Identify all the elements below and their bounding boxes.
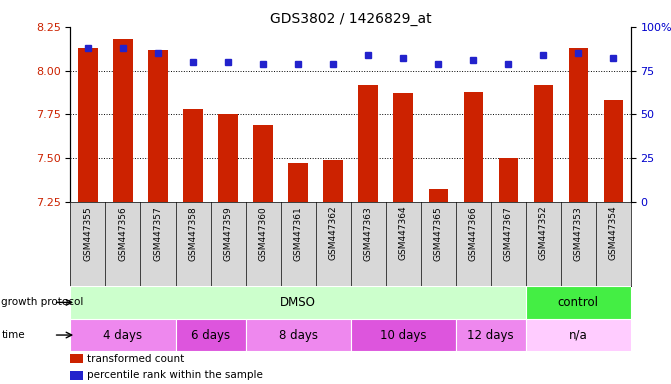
Bar	[604, 100, 623, 202]
Bar	[79, 48, 97, 202]
Text: GSM447361: GSM447361	[294, 206, 303, 261]
Text: GSM447365: GSM447365	[433, 206, 443, 261]
Bar	[70, 371, 83, 380]
Bar	[254, 125, 272, 202]
Bar	[499, 158, 518, 202]
Text: GSM447357: GSM447357	[154, 206, 162, 261]
Bar	[183, 109, 203, 202]
Text: GSM447364: GSM447364	[399, 206, 407, 260]
Text: 4 days: 4 days	[103, 329, 142, 341]
Bar	[464, 91, 483, 202]
Text: GSM447362: GSM447362	[329, 206, 338, 260]
Text: 8 days: 8 days	[278, 329, 317, 341]
Text: DMSO: DMSO	[280, 296, 316, 309]
Text: GSM447360: GSM447360	[258, 206, 268, 261]
Text: 10 days: 10 days	[380, 329, 426, 341]
Text: GSM447367: GSM447367	[504, 206, 513, 261]
Text: GSM447356: GSM447356	[119, 206, 127, 261]
Bar	[323, 160, 343, 202]
Bar	[350, 319, 456, 351]
Text: GSM447366: GSM447366	[468, 206, 478, 261]
Text: 6 days: 6 days	[191, 329, 230, 341]
Bar	[525, 319, 631, 351]
Text: time: time	[1, 330, 25, 340]
Bar	[393, 93, 413, 202]
Bar	[525, 286, 631, 319]
Text: GSM447353: GSM447353	[574, 206, 582, 261]
Text: percentile rank within the sample: percentile rank within the sample	[87, 370, 263, 380]
Bar	[429, 189, 448, 202]
Bar	[70, 286, 525, 319]
Title: GDS3802 / 1426829_at: GDS3802 / 1426829_at	[270, 12, 431, 26]
Text: control: control	[558, 296, 599, 309]
Bar	[246, 319, 350, 351]
Bar	[568, 48, 588, 202]
Bar	[533, 84, 553, 202]
Bar	[148, 50, 168, 202]
Bar	[456, 319, 525, 351]
Text: GSM447363: GSM447363	[364, 206, 372, 261]
Bar	[289, 163, 308, 202]
Text: GSM447359: GSM447359	[223, 206, 233, 261]
Text: n/a: n/a	[569, 329, 588, 341]
Bar	[358, 84, 378, 202]
Bar	[70, 354, 83, 363]
Bar	[176, 319, 246, 351]
Text: GSM447354: GSM447354	[609, 206, 618, 260]
Text: GSM447355: GSM447355	[83, 206, 93, 261]
Text: growth protocol: growth protocol	[1, 297, 84, 308]
Bar	[70, 319, 176, 351]
Text: GSM447352: GSM447352	[539, 206, 548, 260]
Bar	[113, 39, 133, 202]
Text: 12 days: 12 days	[468, 329, 514, 341]
Bar	[218, 114, 238, 202]
Text: transformed count: transformed count	[87, 354, 185, 364]
Text: GSM447358: GSM447358	[189, 206, 197, 261]
